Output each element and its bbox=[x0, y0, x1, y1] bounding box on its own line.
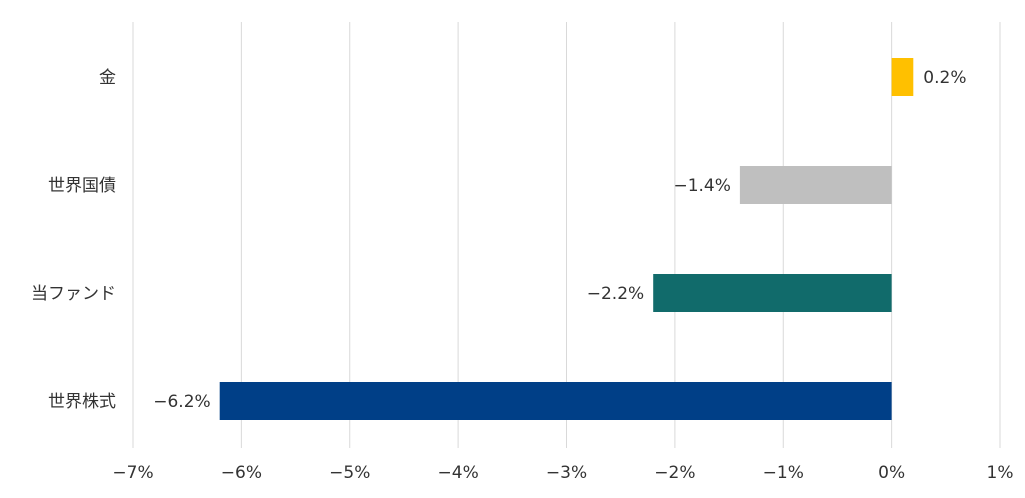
x-tick-label: 1% bbox=[987, 463, 1014, 483]
bars bbox=[219, 58, 914, 420]
x-tick-label: −7% bbox=[112, 463, 153, 483]
category-label: 金 bbox=[99, 68, 116, 88]
data-label: −6.2% bbox=[153, 392, 210, 412]
data-labels: 0.2% −1.4% −2.2% −6.2% bbox=[153, 68, 966, 412]
x-tick-label: 0% bbox=[878, 463, 905, 483]
category-label: 世界国債 bbox=[48, 176, 116, 196]
x-tick-label: −6% bbox=[221, 463, 262, 483]
x-tick-label: −5% bbox=[329, 463, 370, 483]
grid-lines bbox=[132, 22, 1001, 448]
x-tick-label: −4% bbox=[438, 463, 479, 483]
bar bbox=[653, 274, 892, 312]
x-tick-label: −1% bbox=[763, 463, 804, 483]
data-label: −2.2% bbox=[587, 284, 644, 304]
x-axis-ticks: −7% −6% −5% −4% −3% −2% −1% 0% 1% bbox=[112, 463, 1013, 483]
data-label: −1.4% bbox=[673, 176, 730, 196]
data-label: 0.2% bbox=[923, 68, 966, 88]
bar bbox=[739, 166, 892, 204]
category-label: 世界株式 bbox=[48, 392, 116, 412]
category-label: 当ファンド bbox=[31, 284, 116, 304]
x-tick-label: −3% bbox=[546, 463, 587, 483]
bar bbox=[891, 58, 914, 96]
x-tick-label: −2% bbox=[654, 463, 695, 483]
bar bbox=[219, 382, 892, 420]
